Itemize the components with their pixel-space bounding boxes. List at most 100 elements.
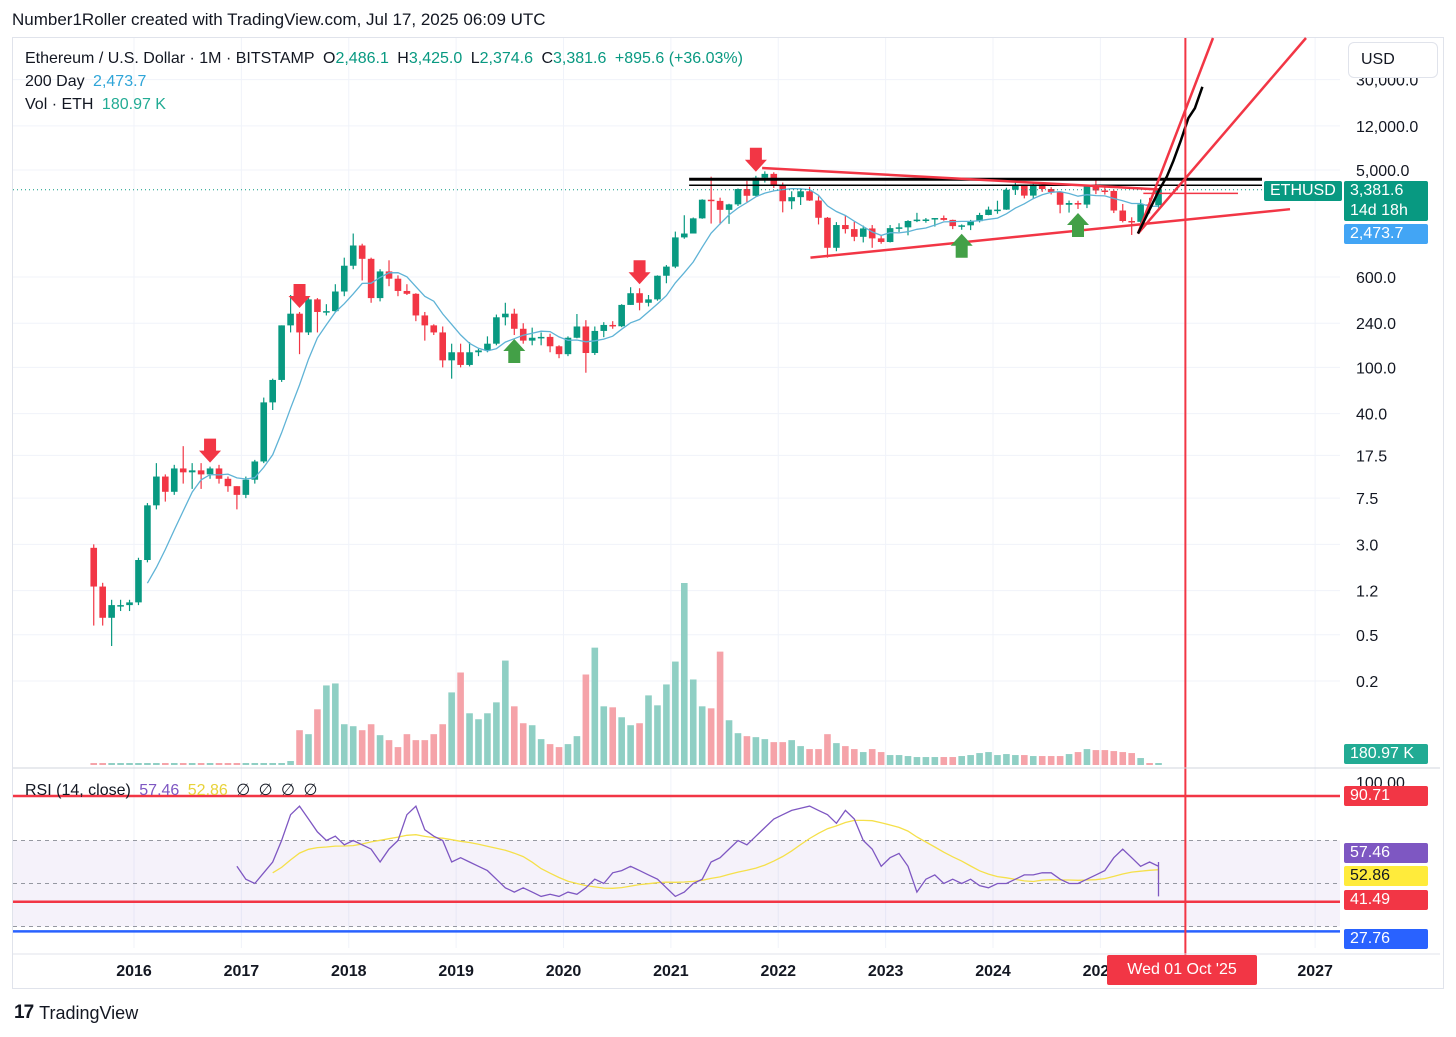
candle-body [242, 479, 250, 495]
candle-body [367, 258, 375, 299]
candle-body [895, 227, 903, 229]
candle-body [654, 275, 661, 300]
candle-body [591, 330, 599, 354]
volume-bar [421, 740, 429, 765]
candle-body [1155, 189, 1162, 206]
volume-bar [519, 723, 527, 765]
rsi-box-value: 57.46 [1344, 843, 1428, 863]
volume-bar [305, 734, 312, 765]
x-tick-label: 2023 [868, 963, 904, 980]
volume-bar [859, 752, 867, 765]
currency-button[interactable]: USD [1348, 42, 1438, 78]
volume-bar [99, 763, 106, 765]
candle-body [716, 200, 724, 210]
volume-bar [636, 723, 643, 765]
volume-bar [922, 757, 930, 765]
volume-bar [1012, 755, 1019, 765]
candle-body [233, 486, 241, 495]
volume-bar [1047, 756, 1055, 765]
volume-bar [1083, 749, 1091, 765]
volume-bar [1155, 763, 1162, 765]
candle-body [680, 233, 688, 238]
legend-row-volume[interactable]: Vol · ETH 180.97 K [25, 96, 170, 114]
volume-bars [90, 583, 1162, 765]
volume-bar [842, 746, 849, 765]
candle-body [851, 229, 858, 237]
rsi-legend[interactable]: RSI (14, close) 57.46 52.86 ∅ ∅ ∅ ∅ [25, 780, 321, 800]
volume-bar [994, 755, 1001, 765]
volume-bar [528, 725, 536, 765]
candle-body [958, 225, 965, 227]
red-down-arrow-icon [744, 147, 767, 172]
candle-body [1012, 185, 1019, 190]
volume-bar [323, 685, 330, 765]
volume-bar [466, 713, 473, 765]
volume-bar [734, 733, 742, 765]
candle-body [842, 225, 849, 230]
volume-bar [815, 749, 822, 765]
volume-bar [162, 763, 169, 765]
legend-close: 3,381.6 [553, 50, 607, 67]
volume-bar [349, 726, 357, 765]
volume-bar [591, 647, 599, 765]
volume-bar [770, 742, 778, 765]
volume-bar [153, 763, 160, 765]
volume-bar [752, 737, 760, 765]
legend-vol-value: 180.97 K [101, 96, 166, 113]
red-down-arrow-icon [199, 438, 222, 463]
volume-bar [627, 725, 634, 765]
rsi-line [236, 804, 1160, 898]
volume-bar [215, 763, 223, 765]
crosshair-date-label: Wed 01 Oct '25 [1107, 955, 1257, 985]
legend-close-label: C [541, 50, 554, 67]
volume-bar [564, 744, 572, 765]
candle-body [1038, 184, 1046, 190]
candle-body [922, 219, 930, 221]
legend-symbol[interactable]: Ethereum / U.S. Dollar · 1M · BITSTAMP [25, 50, 315, 67]
candle-body [1003, 189, 1010, 210]
candle-body [1092, 185, 1100, 191]
volume-bar [1128, 753, 1135, 765]
volume-bar [976, 753, 983, 765]
y-tick-label: 1.2 [1356, 584, 1378, 601]
volume-bar [448, 692, 455, 765]
legend-row-ma[interactable]: 200 Day 2,473.7 [25, 73, 150, 91]
candle-body [707, 199, 715, 202]
footer-brand[interactable]: 17 TradingView [14, 1002, 138, 1024]
x-tick-label: 2021 [653, 963, 689, 980]
volume-bar [618, 717, 625, 765]
rsi-ma-value: 52.86 [187, 782, 228, 799]
volume-bar [645, 695, 652, 765]
legend-high: 3,425.0 [408, 50, 463, 67]
candle-body [609, 324, 617, 327]
volume-bar [233, 763, 241, 765]
drawing-overlays [13, 37, 1340, 955]
volume-bar [985, 752, 992, 765]
rsi-box-ma: 52.86 [1344, 866, 1428, 886]
legend-vol-label: Vol · ETH [25, 96, 94, 113]
volume-bar [260, 763, 268, 765]
red-down-arrow-icon [628, 260, 651, 285]
volume-bar [609, 707, 617, 765]
candle-body [761, 173, 769, 178]
volume-bar [877, 752, 885, 765]
candles [90, 171, 1162, 647]
footer-brand-name: TradingView [39, 1002, 139, 1023]
candle-body [940, 218, 948, 220]
candle-body [698, 199, 706, 219]
volume-bar [510, 706, 518, 765]
candle-body [135, 559, 142, 603]
rsi-box-lower-line: 41.49 [1344, 890, 1428, 910]
candle-body [188, 470, 196, 473]
chart-frame[interactable] [12, 37, 1444, 989]
x-tick-label: 2022 [760, 963, 796, 980]
candle-body [296, 313, 303, 333]
rsi-na-3: ∅ [281, 782, 295, 799]
candle-body [376, 271, 384, 299]
volume-price-box: 180.97 K [1344, 744, 1428, 764]
x-tick-label: 2019 [438, 963, 474, 980]
candle-body [126, 602, 133, 606]
candle-body [323, 311, 330, 313]
candle-body [743, 189, 751, 196]
